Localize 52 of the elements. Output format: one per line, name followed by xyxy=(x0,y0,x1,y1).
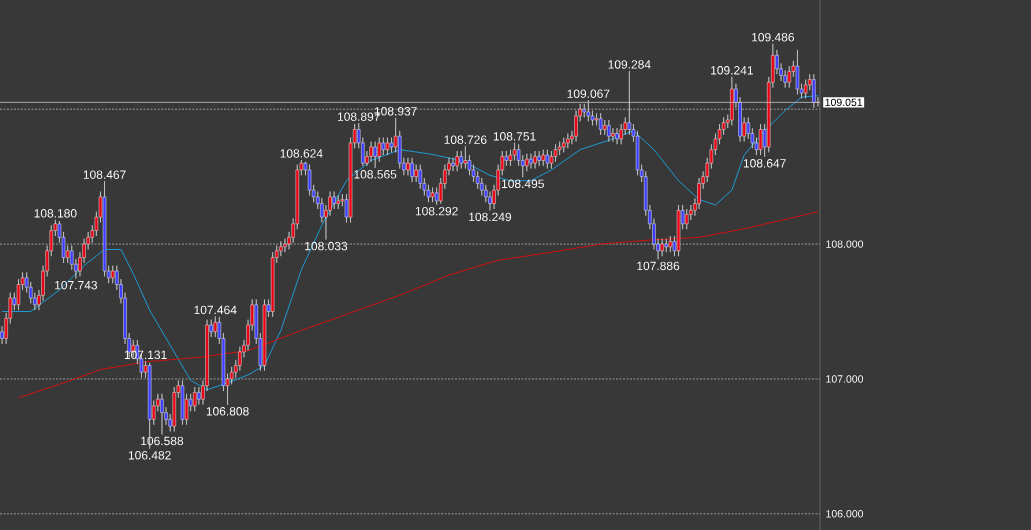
annotation: 108.565 xyxy=(354,170,397,179)
annotation: 107.886 xyxy=(637,261,680,271)
annotation: 109.241 xyxy=(711,66,753,75)
ref-line-label: 109.051 xyxy=(825,98,863,107)
y-tick-label: 108.000 xyxy=(826,240,864,248)
candlestick xyxy=(529,153,533,169)
candlestick xyxy=(615,127,619,145)
annotation: 106.808 xyxy=(206,407,249,416)
annotation: 107.464 xyxy=(194,305,237,315)
candlestick xyxy=(262,299,267,372)
candlestick xyxy=(537,150,541,167)
annotation: 108.033 xyxy=(305,241,348,251)
candlestick xyxy=(660,238,664,257)
candlestick xyxy=(180,380,185,426)
annotation: 108.467 xyxy=(83,170,126,179)
candlestick xyxy=(676,204,681,257)
annotation: 108.624 xyxy=(280,149,323,158)
annotation: 106.482 xyxy=(128,451,171,460)
candlestick xyxy=(410,157,414,183)
y-tick-label: 106.000 xyxy=(826,510,864,518)
candlestick xyxy=(607,119,611,142)
annotation: 108.495 xyxy=(501,179,544,189)
annotation: 108.180 xyxy=(34,209,77,218)
candlestick xyxy=(566,133,570,149)
annotation: 109.284 xyxy=(608,60,651,69)
candlestick xyxy=(562,137,566,153)
candlestick xyxy=(459,150,463,169)
candlestick xyxy=(664,238,668,253)
annotation: 108.751 xyxy=(493,132,536,141)
candlestick xyxy=(758,123,763,156)
annotation: 107.743 xyxy=(55,280,98,290)
candlestick xyxy=(598,113,603,136)
candlestick xyxy=(160,393,164,435)
annotation: 108.647 xyxy=(743,159,786,168)
candlestick xyxy=(795,49,800,95)
annotation: 108.249 xyxy=(469,212,512,222)
candlestick xyxy=(668,235,673,253)
candlestick xyxy=(430,187,435,203)
y-tick-label: 107.000 xyxy=(826,375,864,383)
candlestick xyxy=(545,149,550,169)
candlestick xyxy=(336,195,340,210)
annotation: 109.067 xyxy=(567,89,610,98)
candlestick xyxy=(455,150,459,172)
candlestick xyxy=(541,149,545,167)
candlestick xyxy=(373,141,377,169)
candlestick xyxy=(533,150,537,169)
candlestick xyxy=(685,208,689,230)
annotation: 108.726 xyxy=(444,135,487,144)
candlestick xyxy=(385,137,390,156)
annotation: 108.292 xyxy=(415,206,458,216)
annotation: 109.486 xyxy=(752,32,794,42)
candlestick xyxy=(193,386,197,412)
